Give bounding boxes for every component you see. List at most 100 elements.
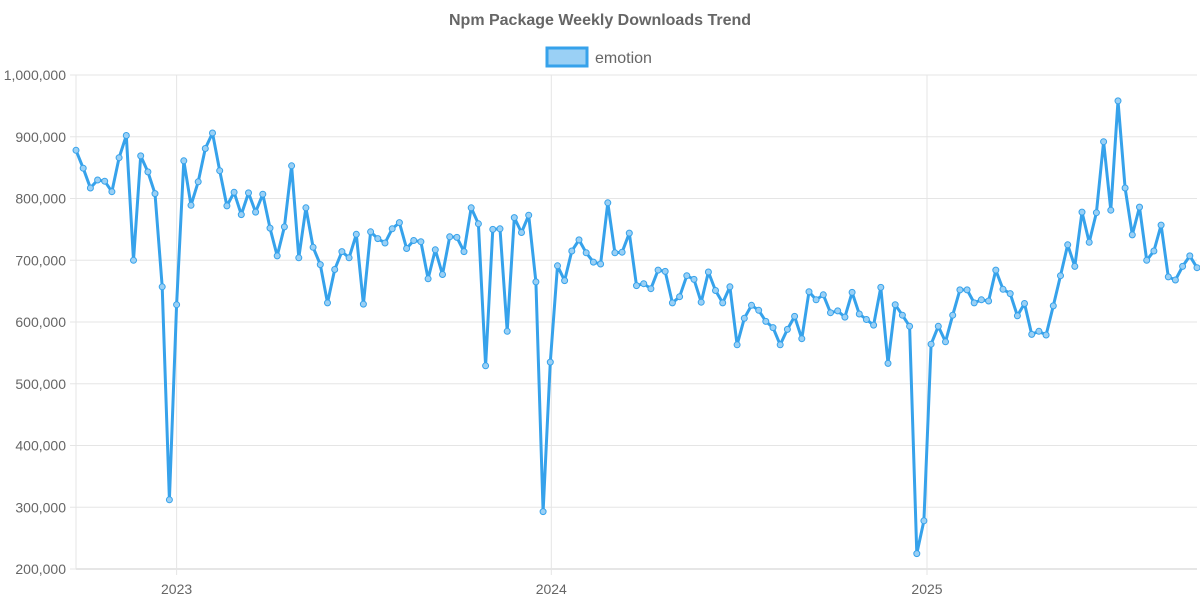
data-point[interactable] [841,313,849,321]
data-point[interactable] [359,300,367,308]
data-point[interactable] [690,275,698,283]
data-point[interactable] [1114,97,1122,105]
data-point[interactable] [776,341,784,349]
data-point[interactable] [388,225,396,233]
data-point[interactable] [324,299,331,307]
data-point[interactable] [1006,290,1014,298]
data-point[interactable] [1092,209,1100,217]
data-point[interactable] [920,517,928,525]
data-point[interactable] [640,280,648,288]
data-point[interactable] [683,272,691,280]
data-point[interactable] [230,188,238,196]
data-point[interactable] [985,297,993,305]
data-point[interactable] [1100,138,1108,146]
data-point[interactable] [72,146,80,154]
data-point[interactable] [467,204,475,212]
data-point[interactable] [331,266,339,273]
data-point[interactable] [726,283,734,291]
data-point[interactable] [977,296,985,304]
data-point[interactable] [338,248,346,256]
data-point[interactable] [877,283,885,291]
data-point[interactable] [115,154,123,162]
data-point[interactable] [374,235,382,243]
data-point[interactable] [992,266,1000,274]
data-point[interactable] [884,359,892,367]
data-point[interactable] [805,288,813,296]
data-point[interactable] [827,309,834,317]
data-point[interactable] [496,225,504,233]
data-point[interactable] [704,268,712,276]
data-point[interactable] [1171,276,1179,284]
data-point[interactable] [791,312,799,320]
data-point[interactable] [130,256,137,264]
data-point[interactable] [1128,231,1136,239]
data-point[interactable] [898,311,906,319]
data-point[interactable] [280,223,288,231]
data-point[interactable] [798,335,806,343]
data-point[interactable] [654,266,662,274]
data-point[interactable] [1157,221,1165,229]
data-point[interactable] [352,230,360,238]
data-point[interactable] [252,208,260,216]
data-point[interactable] [1136,203,1143,211]
data-point[interactable] [295,254,303,262]
data-point[interactable] [1078,208,1086,216]
data-point[interactable] [1013,312,1021,320]
data-point[interactable] [862,316,870,323]
data-point[interactable] [719,299,727,307]
data-point[interactable] [913,550,921,558]
data-point[interactable] [740,314,748,322]
data-point[interactable] [489,225,497,233]
data-point[interactable] [668,299,676,307]
data-point[interactable] [1028,330,1036,338]
data-point[interactable] [554,262,561,270]
data-point[interactable] [942,338,949,346]
data-point[interactable] [1143,256,1151,264]
data-point[interactable] [273,252,281,260]
data-point[interactable] [855,310,863,318]
data-point[interactable] [676,293,684,301]
data-point[interactable] [1035,327,1043,335]
data-point[interactable] [503,327,511,335]
data-point[interactable] [1164,273,1172,281]
data-point[interactable] [568,247,576,255]
data-point[interactable] [474,220,482,228]
data-point[interactable] [582,249,590,257]
data-point[interactable] [237,211,245,219]
data-point[interactable] [180,157,188,165]
data-point[interactable] [906,322,914,330]
data-point[interactable] [1107,206,1115,214]
data-point[interactable] [848,288,856,296]
data-point[interactable] [597,260,605,268]
data-point[interactable] [302,204,310,212]
data-point[interactable] [783,325,791,333]
data-point[interactable] [733,341,741,349]
data-point[interactable] [482,362,490,370]
data-point[interactable] [712,287,719,294]
data-point[interactable] [1021,300,1028,307]
data-point[interactable] [410,237,418,244]
data-point[interactable] [101,177,109,185]
data-point[interactable] [633,282,640,290]
data-point[interactable] [1057,272,1064,280]
data-point[interactable] [209,129,216,137]
data-point[interactable] [697,298,705,306]
data-point[interactable] [891,301,899,309]
data-point[interactable] [431,246,439,254]
data-point[interactable] [870,321,878,329]
data-point[interactable] [245,189,252,197]
data-point[interactable] [970,299,978,307]
data-point[interactable] [518,229,525,236]
data-point[interactable] [539,508,547,516]
data-point[interactable] [345,254,353,262]
data-point[interactable] [417,238,425,246]
data-point[interactable] [137,152,145,160]
data-point[interactable] [1186,252,1194,260]
data-point[interactable] [812,296,820,304]
data-point[interactable] [259,190,267,198]
data-point[interactable] [618,248,626,256]
legend[interactable]: emotion [545,46,652,68]
data-point[interactable] [122,132,130,139]
data-point[interactable] [510,214,518,222]
data-point[interactable] [769,324,777,332]
